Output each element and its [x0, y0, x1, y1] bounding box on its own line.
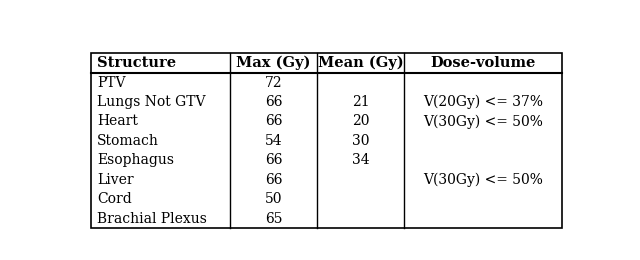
Text: Mean (Gy): Mean (Gy): [318, 56, 403, 70]
Text: 50: 50: [265, 192, 282, 206]
Text: V(20Gy) <= 37%: V(20Gy) <= 37%: [423, 95, 543, 109]
Text: Cord: Cord: [97, 192, 132, 206]
Text: Liver: Liver: [97, 173, 133, 187]
Text: 66: 66: [265, 173, 282, 187]
Text: 34: 34: [352, 153, 369, 167]
Text: V(30Gy) <= 50%: V(30Gy) <= 50%: [423, 114, 543, 129]
Text: 66: 66: [265, 114, 282, 128]
Text: PTV: PTV: [97, 75, 125, 89]
Text: Brachial Plexus: Brachial Plexus: [97, 212, 207, 226]
Text: 65: 65: [265, 212, 282, 226]
Text: 54: 54: [264, 134, 282, 148]
Text: V(30Gy) <= 50%: V(30Gy) <= 50%: [423, 173, 543, 187]
Text: Max (Gy): Max (Gy): [236, 56, 310, 70]
Text: Lungs Not GTV: Lungs Not GTV: [97, 95, 205, 109]
Text: 20: 20: [352, 114, 369, 128]
Text: Esophagus: Esophagus: [97, 153, 174, 167]
Text: 21: 21: [352, 95, 369, 109]
Text: Dose-volume: Dose-volume: [431, 56, 536, 70]
Text: Stomach: Stomach: [97, 134, 159, 148]
Text: 66: 66: [265, 95, 282, 109]
Text: 66: 66: [265, 153, 282, 167]
Text: Heart: Heart: [97, 114, 138, 128]
Text: 30: 30: [352, 134, 369, 148]
Text: Structure: Structure: [97, 56, 176, 70]
Text: 72: 72: [264, 75, 282, 89]
